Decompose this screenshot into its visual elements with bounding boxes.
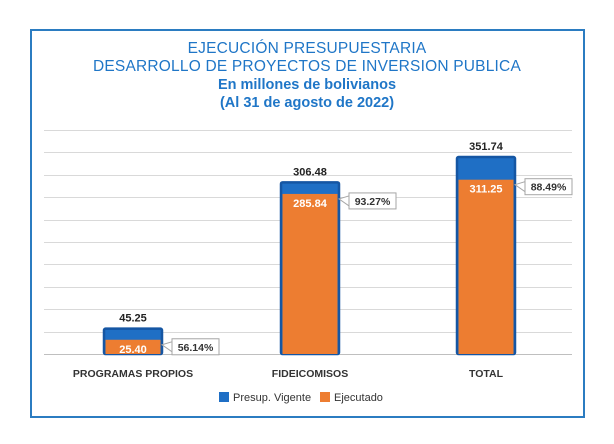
category-label: PROGRAMAS PROPIOS	[73, 368, 193, 380]
chart-title-line-2: DESARROLLO DE PROYECTOS DE INVERSION PUB…	[93, 58, 521, 75]
category-label: FIDEICOMISOS	[272, 368, 348, 380]
data-label-ejecutado: 25.40	[119, 344, 147, 356]
callout-box	[171, 338, 220, 356]
data-label-ejecutado: 311.25	[469, 184, 502, 196]
legend-label-presup-vigente: Presup. Vigente	[233, 392, 311, 404]
chart-titles: EJECUCIÓN PRESUPUESTARIA DESARROLLO DE P…	[0, 40, 614, 112]
callout-box	[524, 178, 573, 196]
bar-ejecutado	[105, 339, 161, 354]
callout-pointer	[513, 181, 526, 193]
execution-pct-label: 93.27%	[355, 196, 391, 208]
chart-subtitle-line-1: En millones de bolivianos	[217, 77, 397, 93]
legend-swatch-presup-vigente	[219, 392, 229, 402]
callout-box	[348, 192, 397, 210]
data-label-ejecutado: 285.84	[293, 198, 328, 210]
data-label-presup-vigente: 351.74	[469, 141, 504, 153]
category-label: TOTAL	[469, 368, 504, 380]
legend-label-ejecutado: Ejecutado	[334, 392, 383, 404]
bar-ejecutado	[458, 179, 514, 354]
execution-pct-label: 56.14%	[178, 342, 214, 354]
legend-swatch-ejecutado	[320, 392, 330, 402]
execution-pct-label: 88.49%	[531, 182, 567, 194]
data-label-presup-vigente: 306.48	[293, 166, 327, 178]
callout-pointer	[160, 341, 173, 353]
chart-subtitle-line-2: (Al 31 de agosto de 2022)	[219, 95, 395, 111]
data-label-presup-vigente: 45.25	[119, 313, 147, 325]
bar-ejecutado	[282, 193, 338, 354]
chart-title-line-1: EJECUCIÓN PRESUPUESTARIA	[187, 40, 427, 57]
